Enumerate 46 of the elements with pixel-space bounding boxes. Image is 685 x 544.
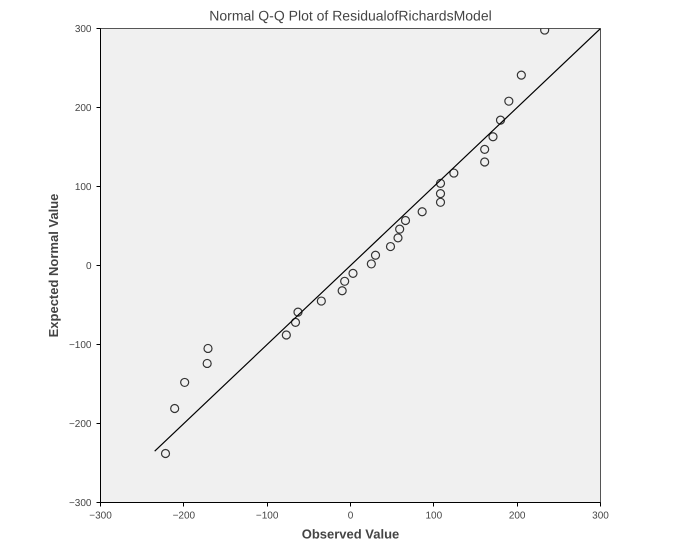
x-tick-label: 300 [592,510,610,522]
point [395,224,404,234]
x-tick-label: −100 [256,510,279,522]
y-axis-title: Expected Normal Value [46,194,61,338]
point [170,404,180,414]
point [480,144,490,154]
chart-title: Normal Q-Q Plot of ResidualofRichardsModel [209,8,492,24]
point [293,308,303,317]
point [480,157,490,167]
y-tick-label: 0 [86,261,92,272]
point [348,268,358,278]
point [436,189,446,198]
point [290,318,300,327]
x-tick-label: −200 [172,510,196,522]
point [488,132,498,142]
x-tick-label: 100 [425,510,443,522]
point [436,198,446,207]
point [516,70,526,80]
y-tick-label: 100 [74,182,92,193]
point [316,296,326,306]
point [160,448,170,458]
point [436,178,446,188]
y-tick-label: 300 [74,24,92,35]
point [338,286,347,296]
y-tick-label: −300 [68,498,92,509]
point [504,96,514,106]
y-tick-label: −100 [68,340,92,351]
point [282,330,291,340]
point [340,276,350,286]
point [180,378,190,388]
x-tick-label: 0 [348,510,354,522]
point [449,168,458,178]
y-tick-label: −200 [68,419,92,430]
point [400,216,410,226]
x-tick-label: −300 [89,510,112,522]
point [370,250,380,260]
point [393,233,403,242]
point [202,358,212,368]
x-axis-title: Observed Value [302,526,400,542]
point [496,116,506,125]
point [386,242,396,252]
point [418,207,427,216]
point [366,259,376,269]
point [203,344,213,354]
y-tick-label: 200 [74,103,92,114]
x-tick-label: 200 [508,510,526,522]
